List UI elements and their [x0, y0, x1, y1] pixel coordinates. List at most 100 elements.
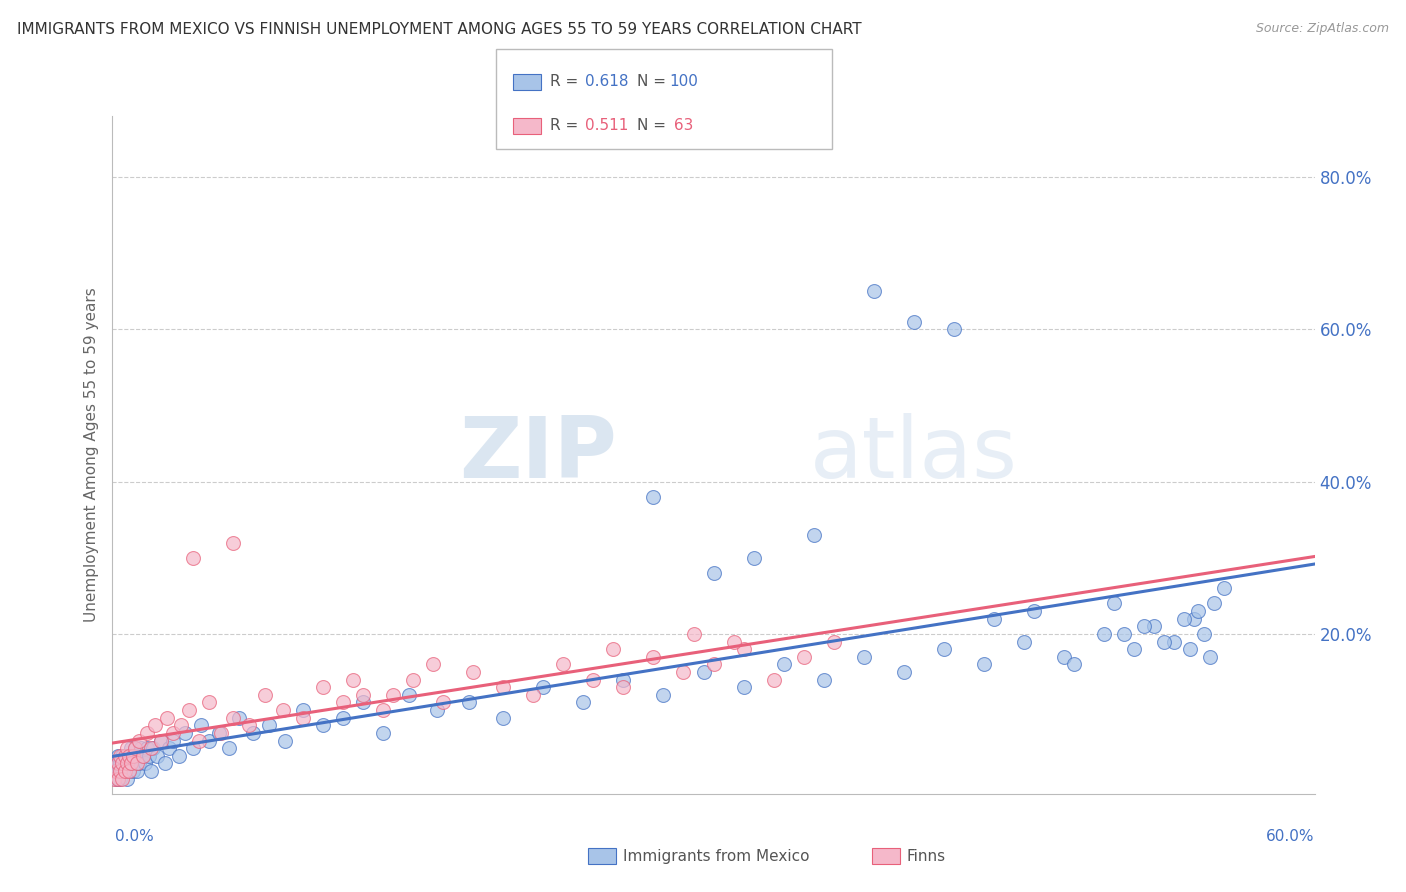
Point [110, 756, 132, 771]
Point [197, 733, 219, 747]
Text: atlas: atlas [810, 413, 1018, 497]
Point [733, 642, 755, 657]
Point [124, 756, 146, 771]
Point [153, 756, 176, 771]
Point [723, 634, 745, 648]
Point [973, 657, 995, 672]
Point [1012, 634, 1035, 648]
Point [145, 748, 167, 763]
Text: R =: R = [550, 119, 583, 134]
Point [114, 764, 136, 778]
Point [120, 741, 142, 756]
Point [553, 657, 575, 672]
Point [197, 696, 219, 710]
Point [117, 764, 139, 778]
Point [128, 756, 150, 771]
Text: 0.511: 0.511 [585, 119, 628, 134]
Text: N =: N = [637, 119, 671, 134]
Point [342, 673, 364, 687]
Point [332, 696, 354, 710]
Point [135, 726, 157, 740]
Point [983, 612, 1005, 626]
Point [682, 627, 704, 641]
Point [1063, 657, 1085, 672]
Point [107, 772, 129, 786]
Point [852, 649, 875, 664]
Point [461, 665, 484, 679]
Point [117, 748, 139, 763]
Point [110, 748, 132, 763]
Point [271, 703, 294, 717]
Point [274, 733, 297, 747]
Point [114, 764, 136, 778]
Point [107, 764, 129, 778]
Point [105, 772, 128, 786]
Point [823, 634, 845, 648]
Point [702, 657, 725, 672]
Text: 63: 63 [669, 119, 693, 134]
Point [602, 642, 624, 657]
Text: 100: 100 [669, 74, 699, 89]
Point [793, 649, 815, 664]
Point [121, 764, 143, 778]
Point [238, 718, 260, 732]
Point [1173, 612, 1195, 626]
Point [169, 718, 191, 732]
Point [742, 550, 765, 565]
Point [1163, 634, 1185, 648]
Point [218, 741, 240, 756]
Point [110, 764, 132, 778]
Point [291, 703, 314, 717]
Point [111, 772, 134, 786]
Point [157, 741, 180, 756]
Point [332, 711, 354, 725]
Point [612, 680, 634, 694]
Point [398, 688, 420, 702]
Point [352, 696, 374, 710]
Point [187, 733, 209, 747]
Point [772, 657, 794, 672]
Point [228, 711, 250, 725]
Point [190, 718, 212, 732]
Point [652, 688, 675, 702]
Point [643, 649, 665, 664]
Point [371, 726, 394, 740]
Point [115, 772, 138, 786]
Point [1092, 627, 1115, 641]
Point [111, 756, 134, 771]
Point [115, 741, 138, 756]
Point [1102, 597, 1125, 611]
Point [762, 673, 785, 687]
Point [522, 688, 544, 702]
Point [134, 756, 156, 771]
Point [105, 756, 128, 771]
Point [124, 741, 146, 756]
Point [242, 726, 264, 740]
Point [177, 703, 200, 717]
Point [1133, 619, 1156, 633]
Point [612, 673, 634, 687]
Point [312, 718, 335, 732]
Point [492, 711, 515, 725]
Point [107, 756, 129, 771]
Point [458, 696, 481, 710]
Point [1123, 642, 1146, 657]
Point [382, 688, 405, 702]
Point [125, 764, 148, 778]
Point [426, 703, 449, 717]
Point [121, 748, 143, 763]
Text: Source: ZipAtlas.com: Source: ZipAtlas.com [1256, 22, 1389, 36]
Text: IMMIGRANTS FROM MEXICO VS FINNISH UNEMPLOYMENT AMONG AGES 55 TO 59 YEARS CORRELA: IMMIGRANTS FROM MEXICO VS FINNISH UNEMPL… [17, 22, 862, 37]
Point [162, 733, 184, 747]
Point [131, 748, 153, 763]
Point [107, 748, 129, 763]
Point [1213, 581, 1236, 595]
Point [352, 688, 374, 702]
Point [120, 756, 142, 771]
Point [312, 680, 335, 694]
Text: R =: R = [550, 74, 583, 89]
Point [432, 696, 454, 710]
Point [402, 673, 425, 687]
Point [1143, 619, 1166, 633]
Point [111, 748, 134, 763]
